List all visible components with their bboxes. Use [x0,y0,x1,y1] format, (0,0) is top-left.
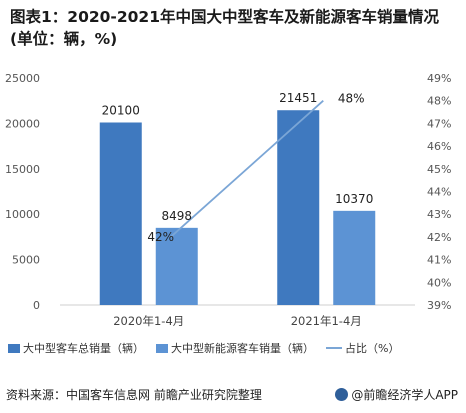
y-left-tick-label: 10000 [5,208,40,221]
y-right-tick-label: 39% [427,299,451,312]
bar [333,210,376,305]
source-note: 资料来源：中国客车信息网 前瞻产业研究院整理 [6,388,262,402]
bar-data-label: 21451 [279,91,317,105]
y-right-tick-label: 41% [427,254,451,267]
brand-text: @前瞻经济学人APP [351,388,458,402]
legend-entry: 大中型客车总销量（辆） [23,341,144,355]
x-axis: 2020年1-4月 2021年1-4月 [113,314,362,328]
y-axis-right: 39% 40% 41% 42% 43% 44% 45% 46% 47% 48% 49% [427,72,451,312]
data-labels: 20100 21451 8498 10370 42% 48% [102,91,374,244]
bar [155,227,198,305]
y-right-tick-label: 49% [427,72,451,85]
y-right-tick-label: 45% [427,163,451,176]
y-right-tick-label: 44% [427,186,451,199]
chart-title: 图表1：2020-2021年中国大中型客车及新能源客车销量情况(单位：辆，%) [10,8,439,48]
bar-data-label: 8498 [161,209,192,223]
bar-series [99,110,376,306]
y-right-tick-label: 46% [427,140,451,153]
y-left-tick-label: 5000 [12,254,40,267]
y-left-tick-label: 25000 [5,72,40,85]
legend-swatch [8,344,20,353]
y-left-tick-label: 0 [33,299,40,312]
bar-data-label: 10370 [335,192,373,206]
brand-logo-icon [335,388,349,401]
line-path [170,100,324,238]
bar [99,122,142,305]
y-left-tick-label: 15000 [5,163,40,176]
line-series [170,100,324,238]
bar [277,110,320,306]
y-right-tick-label: 43% [427,208,451,221]
legend-entry: 占比（%） [345,341,399,355]
brand-credit: @前瞻经济学人APP [335,386,458,403]
bar-data-label: 20100 [102,103,140,117]
legend-swatch [156,344,168,353]
line-data-label: 48% [338,92,365,106]
y-right-tick-label: 40% [427,276,451,289]
y-right-tick-label: 47% [427,117,451,130]
y-right-tick-label: 48% [427,95,451,108]
x-tick-label: 2020年1-4月 [113,314,184,328]
legend-entry: 大中型新能源客车销量（辆） [171,341,314,355]
y-axis-left: 0 5000 10000 15000 20000 25000 [5,72,40,312]
x-tick-label: 2021年1-4月 [291,314,362,328]
y-left-tick-label: 20000 [5,117,40,130]
line-data-label: 42% [147,230,174,244]
y-right-tick-label: 42% [427,231,451,244]
legend: 大中型客车总销量（辆） 大中型新能源客车销量（辆） 占比（%） [8,341,399,355]
